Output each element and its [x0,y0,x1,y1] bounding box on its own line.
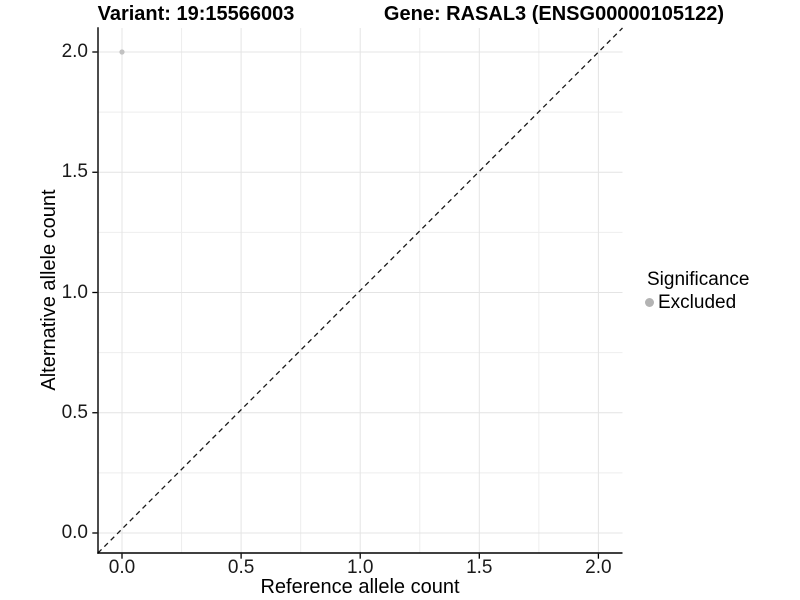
y-axis-label: Alternative allele count [38,189,60,391]
legend-item-excluded: Excluded [645,292,749,313]
legend-item-label: Excluded [658,292,737,313]
legend: Significance Excluded [645,269,749,313]
plot-title-variant: Variant: 19:15566003 [97,3,295,25]
x-tick-label: 2.0 [585,557,612,578]
x-tick-label: 0.5 [227,557,255,578]
y-tick-label: 2.0 [61,41,88,62]
data-point [119,49,125,55]
legend-title: Significance [647,269,750,290]
y-tick-label: 1.5 [61,161,88,183]
x-axis-label: Reference allele count [260,576,460,598]
plot-title-gene: Gene: RASAL3 (ENSG00000105122) [383,3,725,25]
x-tick-label: 1.5 [466,557,493,578]
y-tick-label: 0.5 [61,401,88,423]
x-tick-label: 0.0 [108,557,136,578]
x-tick-label: 1.0 [346,557,374,578]
y-tick-label: 1.0 [61,281,88,303]
legend-point-icon [645,298,654,307]
identity-dashed-line [97,27,623,554]
y-tick-label: 0.0 [61,522,88,543]
